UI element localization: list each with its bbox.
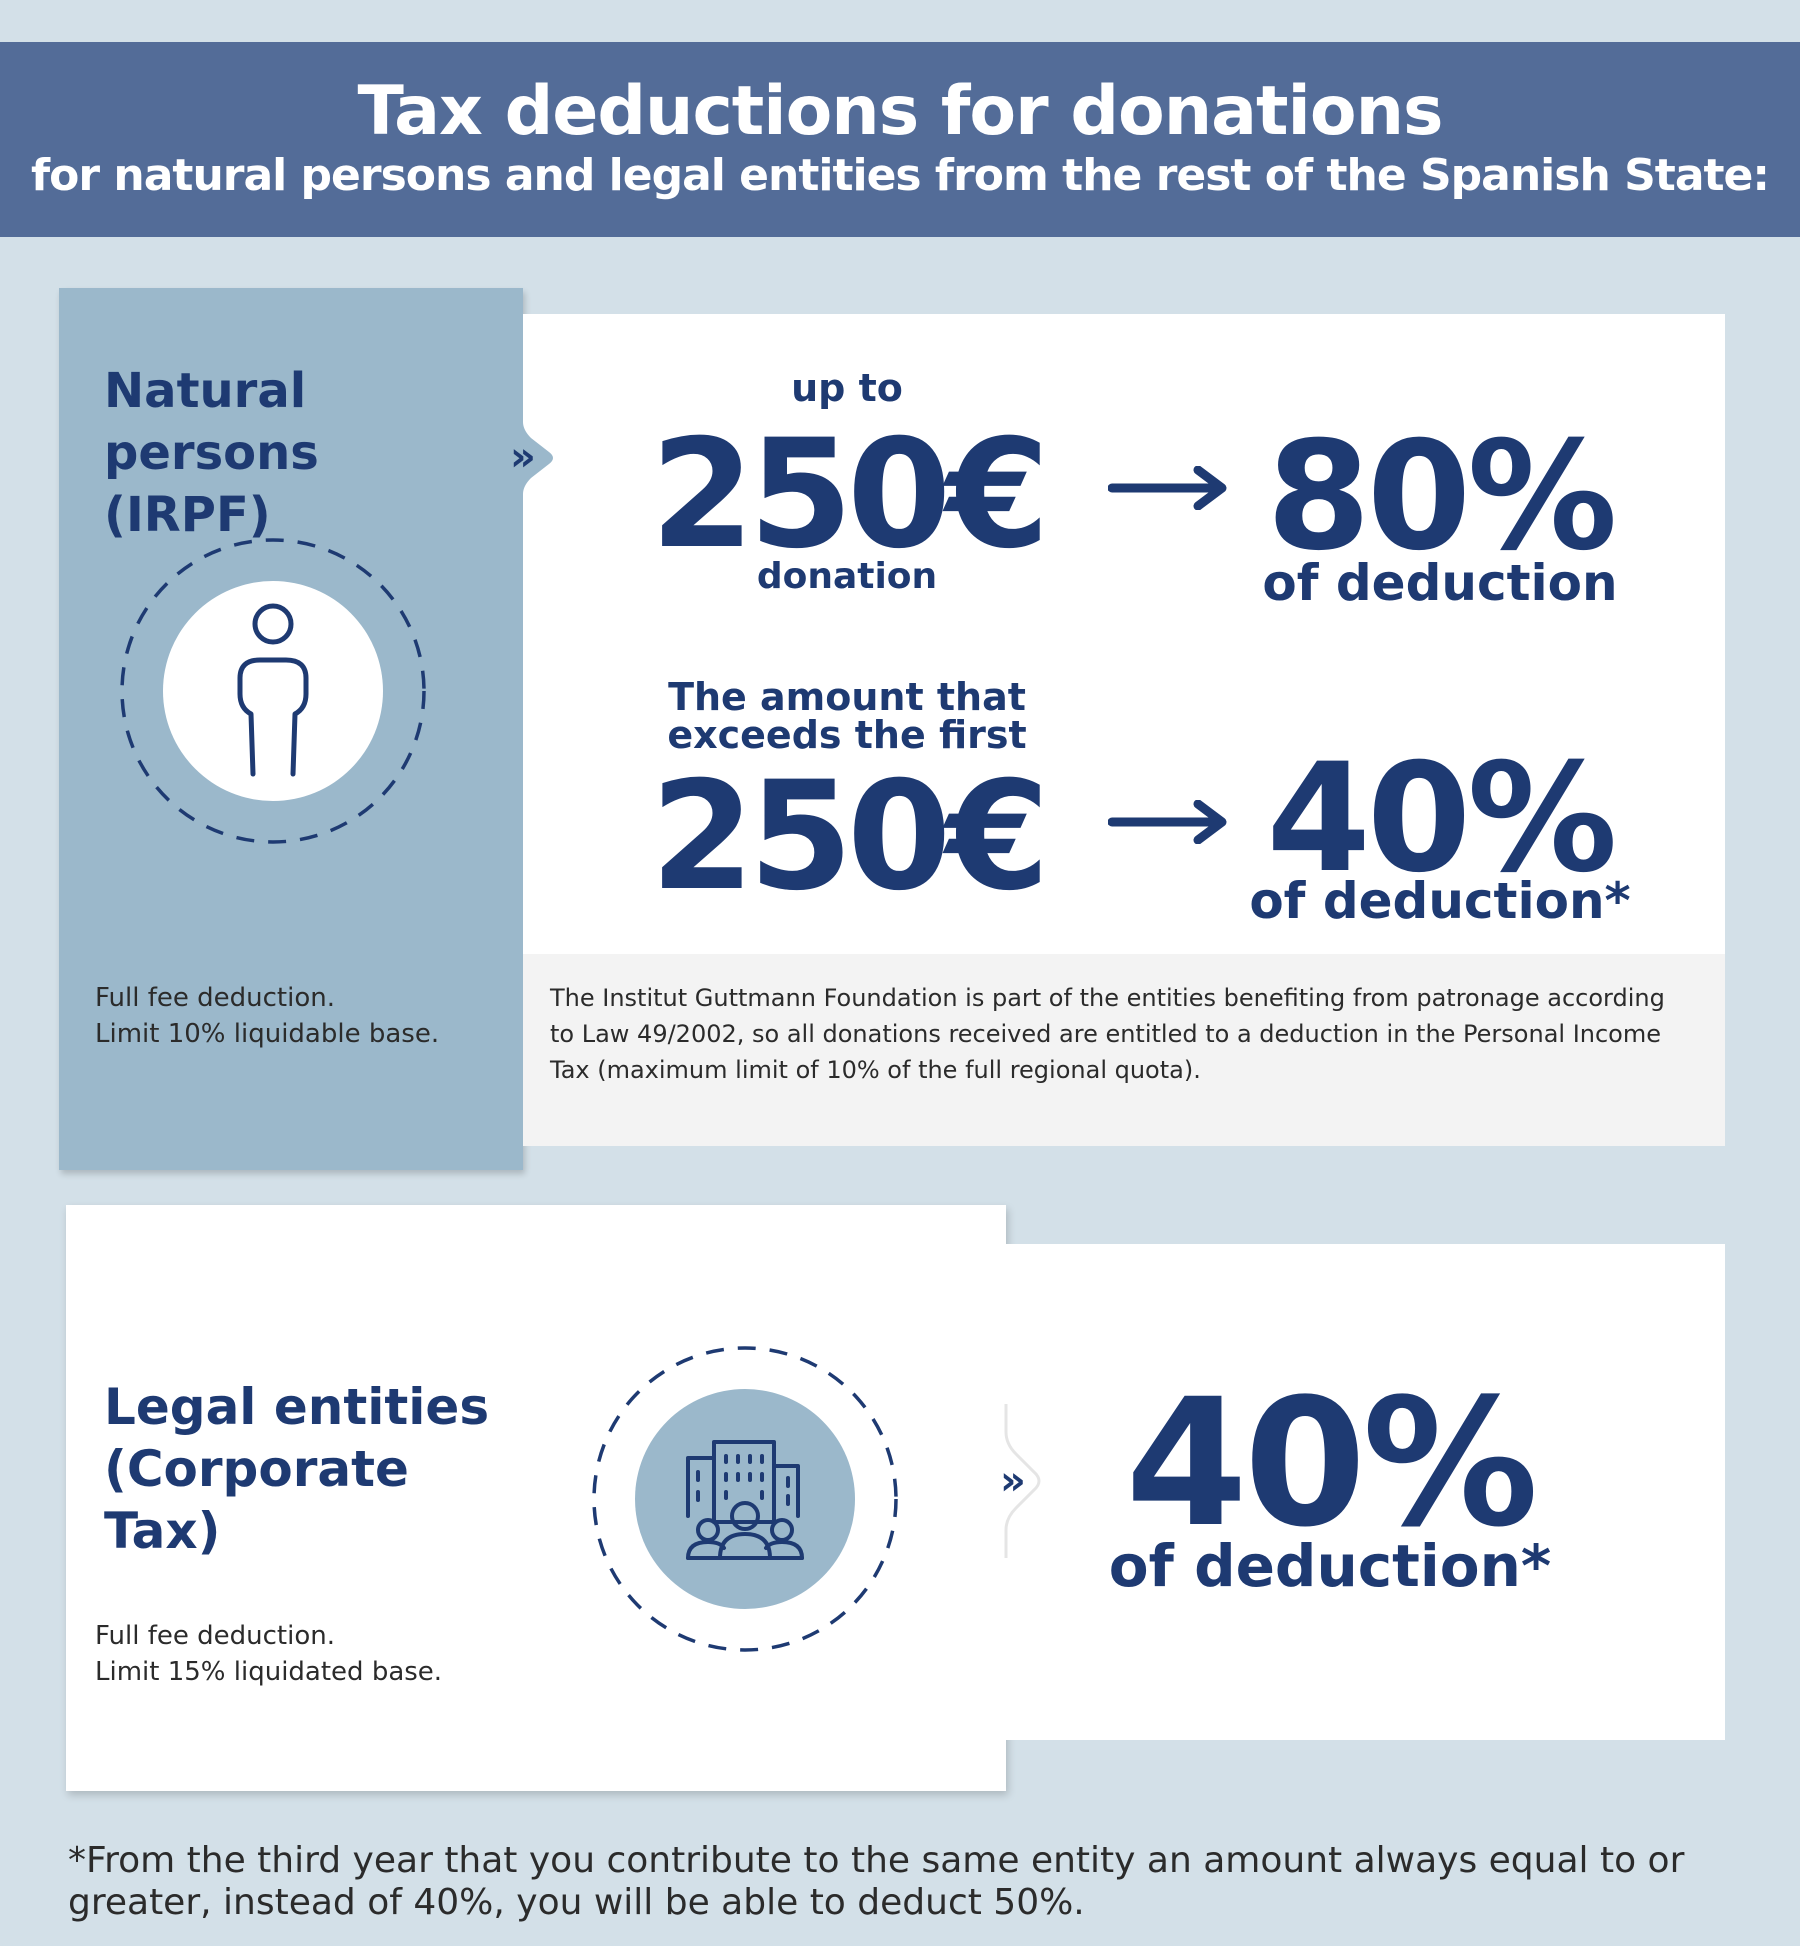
row2-percent: 40% (1266, 732, 1617, 906)
row2-label-line: The amount that (668, 675, 1026, 719)
legal-entities-percent-label: of deduction* (1108, 1532, 1552, 1600)
row2-percent-label: of deduction* (1249, 872, 1631, 930)
row1-label-bottom: donation (756, 556, 938, 597)
header-banner: Tax deductions for donations for natural… (0, 42, 1800, 237)
person-icon (120, 538, 426, 844)
foundation-note-area (523, 954, 1725, 1146)
arrow-right-icon (1108, 466, 1227, 510)
footer-note: *From the third year that you contribute… (68, 1840, 1685, 1923)
side-note-line: Full fee deduction. (95, 1621, 335, 1651)
chevron-double-right-icon: » (510, 434, 536, 480)
foundation-note: The Institut Guttmann Foundation is part… (550, 984, 1665, 1084)
row2-label-line: exceeds the first (667, 713, 1027, 757)
legal-entities-result-card (1006, 1244, 1725, 1740)
page-subtitle: for natural persons and legal entities f… (0, 150, 1800, 201)
natural-persons-side-note: Full fee deduction. Limit 10% liquidable… (95, 980, 439, 1052)
chevron-double-right-icon: » (1000, 1458, 1026, 1504)
page-title: Tax deductions for donations (357, 72, 1444, 151)
side-note-line: Limit 15% liquidated base. (95, 1657, 443, 1687)
row1-amount: 250€ (650, 408, 1049, 582)
legal-entities-percent: 40% (1125, 1361, 1538, 1566)
arrow-right-icon (1108, 800, 1227, 844)
natural-persons-title: Natural persons (IRPF) (104, 363, 319, 543)
company-building-icon (592, 1346, 898, 1652)
subtitle-text: for natural persons and legal entities f… (31, 150, 1156, 201)
legal-entities-title: Legal entities (Corporate Tax) (104, 1378, 490, 1560)
natural-persons-arrow-notch (505, 400, 563, 516)
legal-entities-arrow-notch (990, 1404, 1041, 1558)
row2-amount: 250€ (650, 750, 1049, 924)
legal-entities-side-note: Full fee deduction. Limit 15% liquidated… (95, 1618, 442, 1690)
side-note-line: Full fee deduction. (95, 983, 335, 1013)
side-note-line: Limit 10% liquidable base. (95, 1019, 440, 1049)
natural-persons-main-card (523, 314, 1725, 954)
row1-percent: 80% (1266, 410, 1617, 584)
row2-label-top: The amount that exceeds the first (627, 678, 1067, 754)
row1-label-top: up to (791, 366, 903, 410)
subtitle-emphasis: rest of the Spanish State: (1155, 150, 1770, 201)
row1-percent-label: of deduction (1262, 554, 1618, 612)
